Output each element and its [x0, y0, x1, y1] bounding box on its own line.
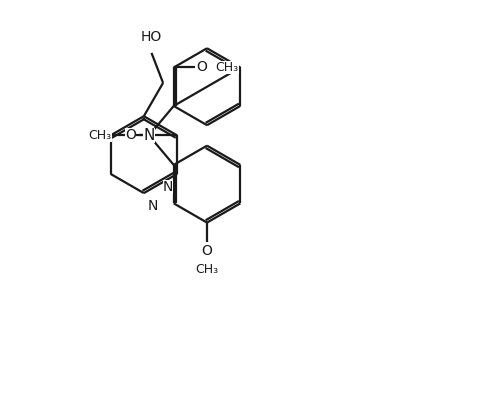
Text: N: N — [148, 199, 158, 213]
Text: O: O — [125, 128, 136, 143]
Text: CH₃: CH₃ — [89, 129, 112, 142]
Text: O: O — [196, 61, 207, 74]
Text: CH₃: CH₃ — [195, 263, 218, 276]
Text: N: N — [163, 180, 173, 194]
Text: O: O — [202, 244, 213, 258]
Text: CH₃: CH₃ — [216, 61, 239, 74]
Text: N: N — [143, 128, 155, 143]
Text: HO: HO — [141, 30, 162, 44]
